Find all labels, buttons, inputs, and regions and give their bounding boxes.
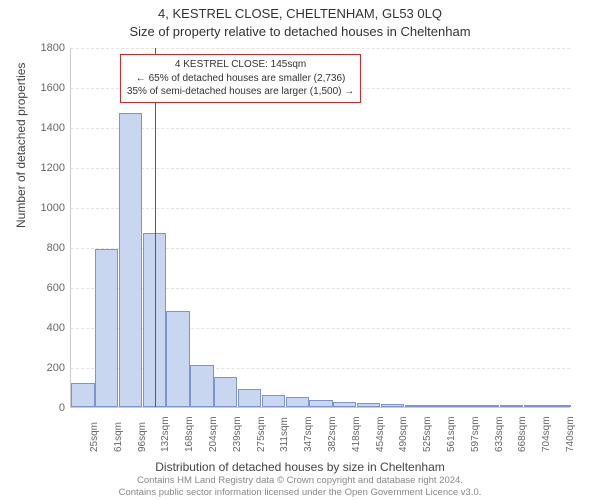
y-axis-label: Number of detached properties — [14, 63, 28, 228]
histogram-bar — [214, 377, 237, 407]
histogram-bar — [452, 405, 475, 407]
x-tick-label: 418sqm — [349, 416, 362, 452]
x-tick-label: 382sqm — [325, 416, 338, 452]
histogram-bar — [476, 405, 499, 407]
x-tick-label: 311sqm — [277, 417, 290, 452]
histogram-bar — [428, 405, 451, 407]
chart-subtitle: Size of property relative to detached ho… — [0, 24, 600, 39]
histogram-bar — [547, 405, 570, 407]
histogram-bar — [166, 311, 189, 407]
footer-line-2: Contains public sector information licen… — [0, 487, 600, 499]
x-axis-label: Distribution of detached houses by size … — [0, 460, 600, 474]
address-line: 4, KESTREL CLOSE, CHELTENHAM, GL53 0LQ — [0, 6, 600, 21]
y-tick-label: 1800 — [41, 42, 71, 54]
histogram-bar — [524, 405, 547, 407]
histogram-bar — [333, 402, 356, 407]
gridline — [71, 168, 570, 169]
histogram-bar — [238, 389, 261, 407]
annotation-line-1: 4 KESTREL CLOSE: 145sqm — [127, 58, 354, 72]
x-tick-label: 740sqm — [563, 416, 576, 452]
histogram-bar — [95, 249, 118, 407]
y-tick-label: 1400 — [41, 122, 71, 134]
footer-attribution: Contains HM Land Registry data © Crown c… — [0, 475, 600, 499]
histogram-bar — [286, 397, 309, 407]
x-tick-label: 275sqm — [254, 416, 267, 452]
x-tick-label: 561sqm — [444, 416, 457, 452]
x-tick-label: 490sqm — [396, 416, 409, 452]
gridline — [71, 128, 570, 129]
gridline — [71, 48, 570, 49]
histogram-bar — [262, 395, 285, 407]
y-tick-label: 800 — [47, 242, 71, 254]
histogram-bar — [190, 365, 213, 407]
x-tick-label: 668sqm — [515, 416, 528, 452]
y-tick-label: 600 — [47, 282, 71, 294]
x-tick-label: 454sqm — [373, 416, 386, 452]
x-tick-label: 204sqm — [206, 416, 219, 452]
y-tick-label: 200 — [47, 362, 71, 374]
histogram-bar — [357, 403, 380, 407]
x-tick-label: 132sqm — [158, 416, 171, 452]
histogram-bar — [71, 383, 94, 407]
x-tick-label: 239sqm — [230, 416, 243, 452]
footer-line-1: Contains HM Land Registry data © Crown c… — [0, 475, 600, 487]
histogram-bar — [119, 113, 142, 407]
y-tick-label: 1200 — [41, 162, 71, 174]
x-tick-label: 61sqm — [111, 422, 124, 452]
histogram-bar — [309, 400, 332, 407]
y-tick-label: 400 — [47, 322, 71, 334]
x-tick-label: 96sqm — [135, 422, 148, 452]
chart-plot-area: 02004006008001000120014001600180025sqm61… — [70, 48, 570, 408]
y-tick-label: 1600 — [41, 82, 71, 94]
x-tick-label: 704sqm — [539, 416, 552, 452]
x-tick-label: 168sqm — [182, 416, 195, 452]
x-tick-label: 347sqm — [301, 416, 314, 452]
x-tick-label: 633sqm — [492, 416, 505, 452]
annotation-line-2: ← 65% of detached houses are smaller (2,… — [127, 72, 354, 86]
histogram-bar — [381, 404, 404, 407]
y-tick-label: 1000 — [41, 202, 71, 214]
annotation-line-3: 35% of semi-detached houses are larger (… — [127, 85, 354, 99]
gridline — [71, 208, 570, 209]
histogram-bar — [405, 405, 428, 407]
histogram-bar — [500, 405, 523, 407]
x-tick-label: 25sqm — [87, 422, 100, 452]
x-tick-label: 597sqm — [468, 416, 481, 452]
x-tick-label: 525sqm — [420, 416, 433, 452]
annotation-box: 4 KESTREL CLOSE: 145sqm← 65% of detached… — [120, 54, 361, 103]
y-tick-label: 0 — [59, 402, 71, 414]
